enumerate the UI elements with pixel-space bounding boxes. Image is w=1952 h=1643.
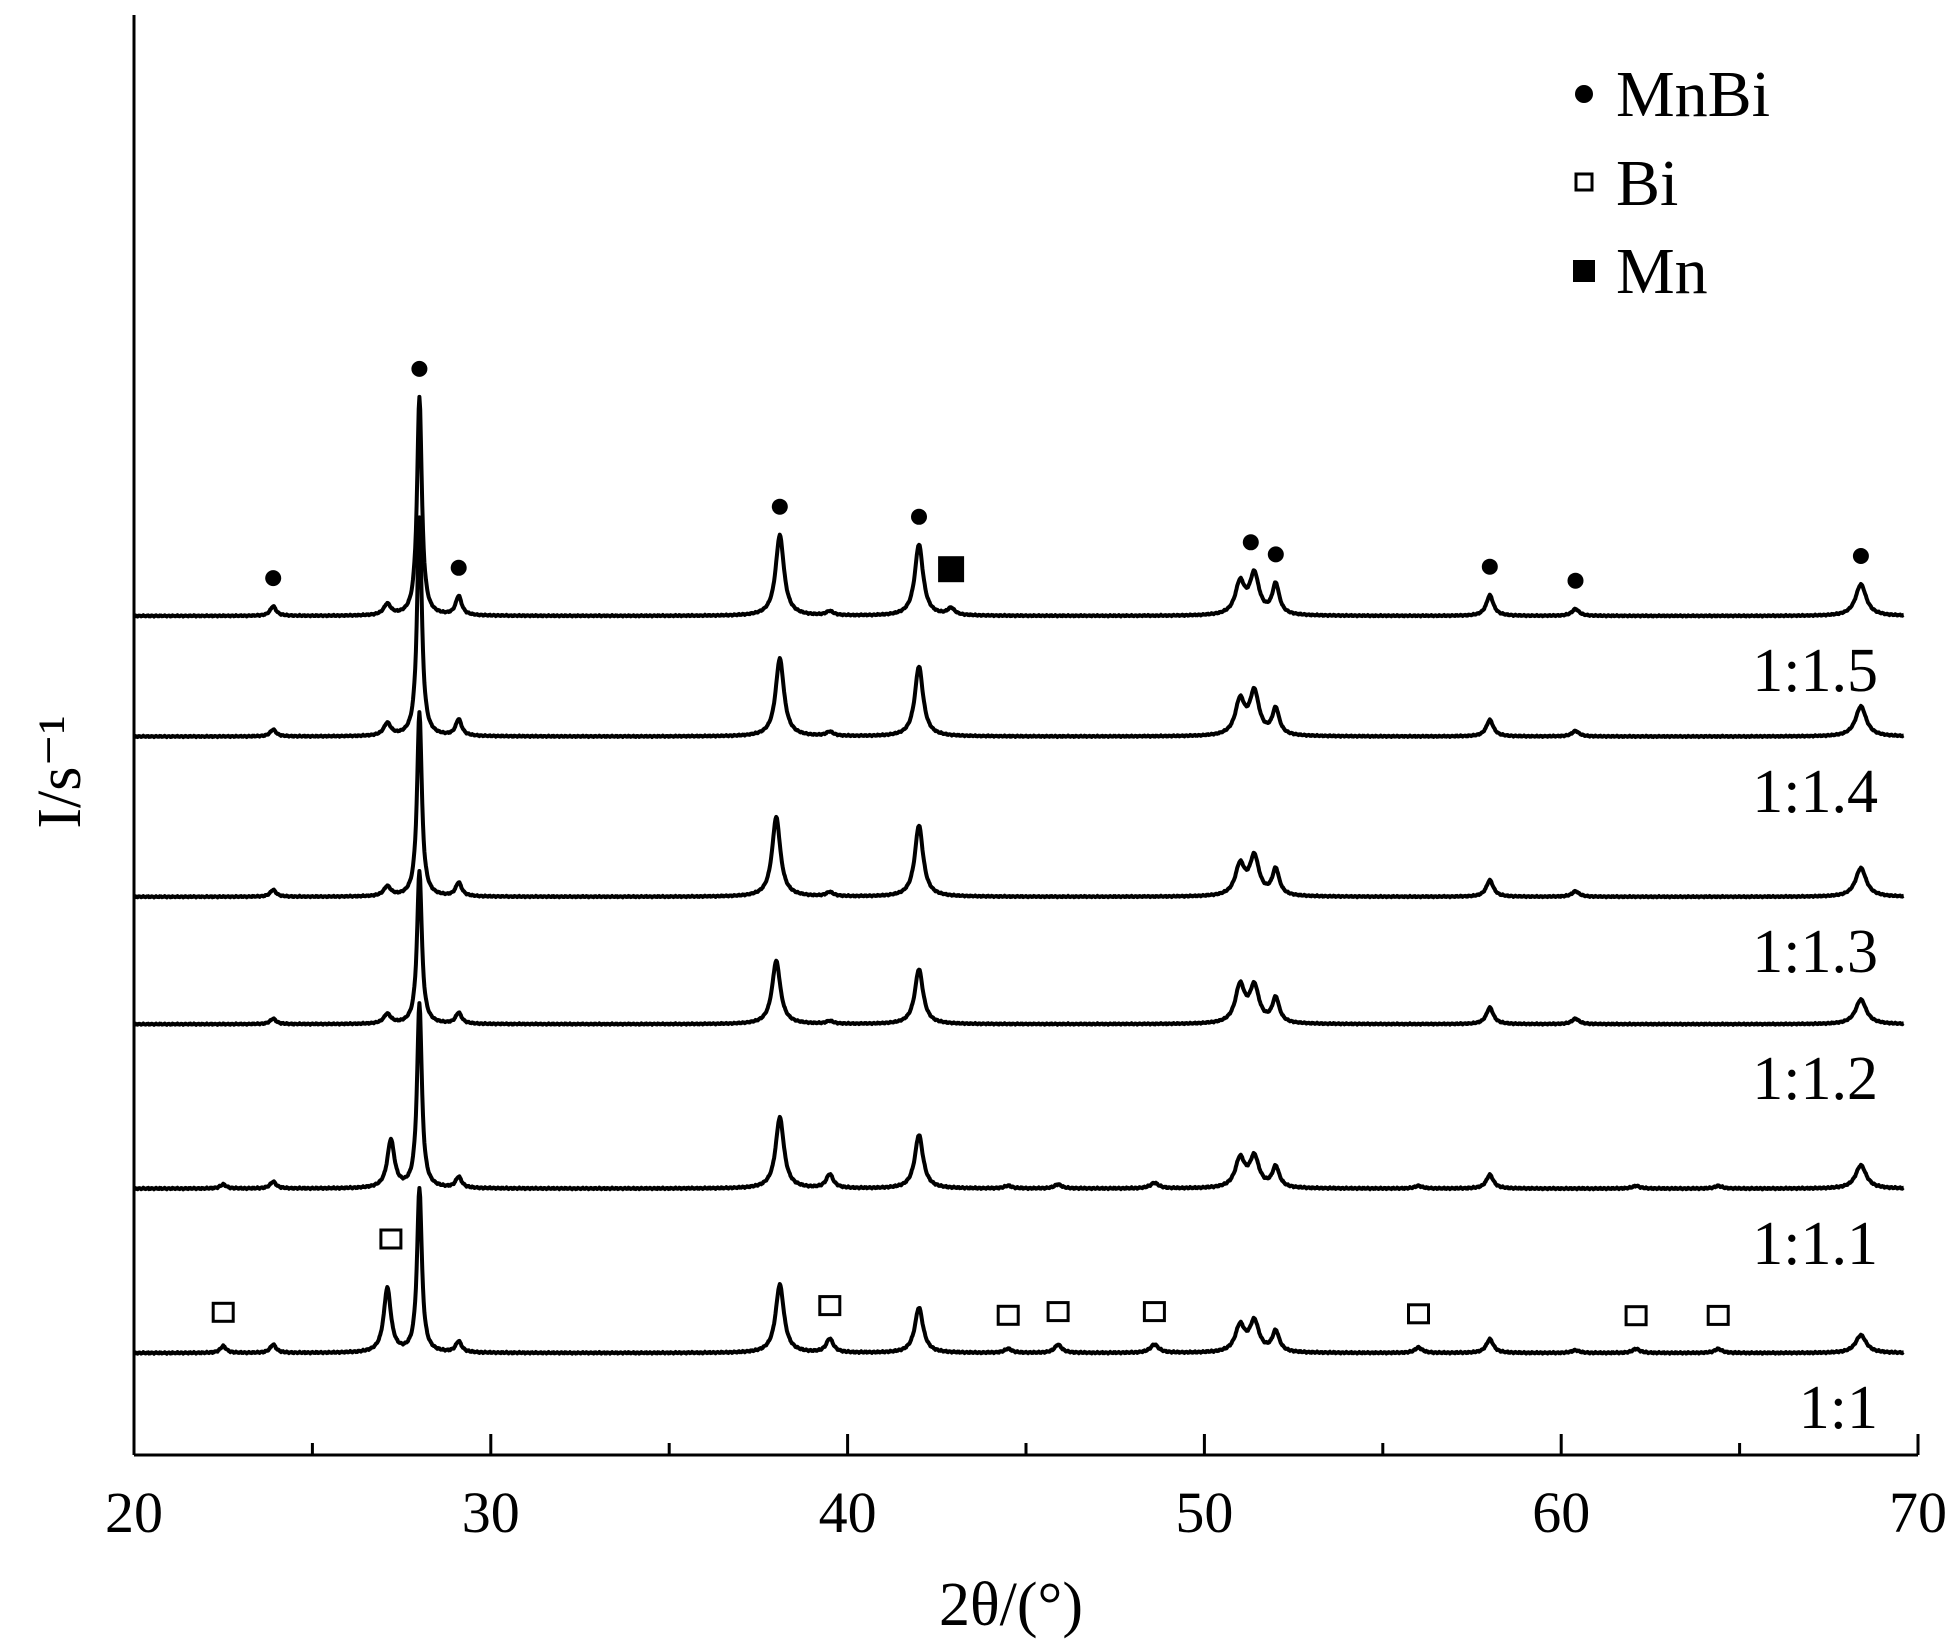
x-tick-label: 30: [462, 1480, 520, 1545]
mnbi-peak-marker: [1267, 546, 1284, 563]
bi-peak-marker: [1407, 1303, 1430, 1325]
series-label-1-1-3: 1:1.3: [1752, 918, 1878, 986]
x-tick-label: 50: [1175, 1480, 1233, 1545]
mnbi-peak-marker: [265, 570, 282, 587]
trace-1-1-4: [132, 515, 1905, 740]
mnbi-peak-marker: [1481, 558, 1498, 575]
y-axis-label: I/s⁻¹: [26, 715, 94, 828]
x-tick-label: 20: [105, 1480, 163, 1545]
series-label-1-1: 1:1: [1799, 1374, 1878, 1442]
x-tick-label: 60: [1532, 1480, 1590, 1545]
series-label-1-1-1: 1:1.1: [1752, 1210, 1878, 1278]
mnbi-peak-marker: [411, 360, 428, 377]
mnbi-peak-marker: [771, 498, 788, 515]
trace-1-1-3: [132, 710, 1905, 900]
bi-peak-marker: [1624, 1305, 1648, 1327]
trace-1-1-5: [132, 394, 1905, 619]
mnbi-peak-marker: [1567, 572, 1584, 589]
bi-peak-marker: [1142, 1301, 1166, 1323]
legend-label-bi: Bi: [1616, 147, 1678, 220]
mnbi-peak-marker: [1852, 548, 1869, 564]
mn-peak-marker: [938, 556, 965, 583]
legend: MnBi Bi Mn: [1573, 58, 1770, 308]
legend-label-mn: Mn: [1616, 235, 1708, 308]
series-label-1-1-4: 1:1.4: [1752, 758, 1878, 826]
mn-legend-marker: [1573, 260, 1595, 282]
series-label-1-1-2: 1:1.2: [1752, 1045, 1878, 1113]
series-label-1-1-5: 1:1.5: [1752, 637, 1878, 705]
x-axis-ticks: 20 30 40 50 60 70: [105, 1434, 1947, 1545]
trace-1-1-1: [132, 1001, 1905, 1192]
trace-1-1: [132, 1186, 1905, 1356]
bi-peak-marker: [1046, 1301, 1070, 1323]
x-axis-label: 2θ/(°): [939, 1571, 1083, 1639]
bi-peak-marker: [996, 1304, 1020, 1326]
series-traces: [132, 394, 1905, 1356]
x-tick-label: 70: [1889, 1480, 1947, 1545]
bi-peak-marker: [818, 1295, 842, 1317]
x-tick-label: 40: [819, 1480, 877, 1545]
trace-1-1-2: [132, 869, 1905, 1027]
peak-markers: [211, 360, 1869, 1327]
mnbi-peak-marker: [1242, 534, 1259, 551]
series-labels: 1:1 1:1.1 1:1.2 1:1.3 1:1.4 1:1.5: [1752, 637, 1878, 1442]
legend-label-mnbi: MnBi: [1616, 58, 1770, 131]
mnbi-peak-marker: [911, 508, 927, 525]
bi-peak-marker: [379, 1228, 403, 1250]
mnbi-peak-marker: [450, 559, 467, 576]
bi-peak-marker: [211, 1301, 235, 1323]
bi-peak-marker: [1706, 1304, 1730, 1326]
mnbi-legend-marker: [1575, 85, 1593, 103]
bi-legend-marker: [1574, 172, 1594, 192]
